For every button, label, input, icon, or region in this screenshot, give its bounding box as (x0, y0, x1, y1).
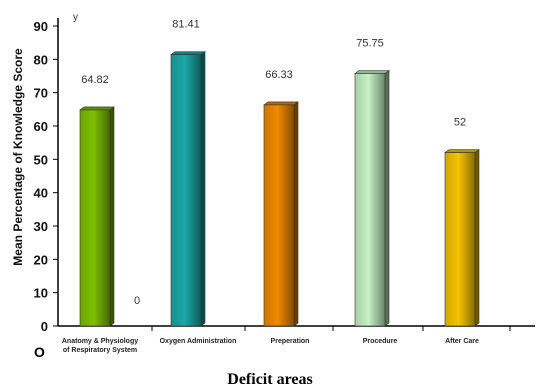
x-tick-label: Preperation (271, 338, 310, 345)
y-tick-label: 20 (34, 252, 48, 267)
y-tick-label: 40 (34, 186, 48, 201)
data-labels: 64.82 0 81.41 66.33 75.75 52 (81, 19, 466, 307)
y-axis-title: Mean Percentage of Knowledge Score (11, 48, 25, 266)
data-label: 64.82 (81, 74, 109, 86)
y-tick-label: 70 (34, 86, 48, 101)
bar-side (293, 101, 299, 327)
bar (170, 51, 206, 327)
bar-top (79, 106, 115, 111)
x-tick-label: Oxygen Administration (160, 338, 237, 345)
bar-front (354, 73, 386, 327)
bar-front (79, 109, 111, 327)
bar-top (444, 149, 480, 153)
bar-side (200, 51, 206, 327)
y-tick-label: 30 (34, 219, 48, 234)
x-tick-label: Anatomy & Physiology of Respiratory Syste… (62, 338, 138, 354)
y-tick-label: 50 (34, 152, 48, 167)
y-axis-ticks: 0 10 20 30 40 50 60 70 80 90 (34, 19, 58, 334)
chart-bars (79, 51, 480, 327)
x-axis-title: Deficit areas (227, 371, 312, 388)
data-label: 0 (134, 295, 140, 307)
bar (263, 101, 299, 327)
bar-top (170, 51, 206, 55)
data-label: 75.75 (356, 38, 384, 50)
y-tick-label: 10 (34, 286, 48, 301)
bar-top (263, 101, 299, 106)
bar-side (474, 149, 480, 327)
bar-front (263, 104, 295, 327)
data-label: 66.33 (265, 69, 293, 81)
bar (444, 149, 480, 327)
y-tick-label: 0 (41, 319, 48, 334)
bar-side (109, 106, 115, 327)
y-tick-label: 90 (34, 19, 48, 34)
y-tick-label: 80 (34, 52, 48, 67)
y-axis-marker: y (73, 12, 78, 23)
bar (79, 106, 115, 327)
x-axis-category-labels: Anatomy & Physiology of Respiratory Syste… (62, 326, 511, 354)
bar (354, 69, 390, 327)
data-label: 52 (454, 117, 466, 129)
bar-front (170, 54, 202, 327)
bar-front (444, 152, 476, 327)
x-tick-label: Procedure (363, 338, 398, 345)
bar-top (354, 70, 390, 74)
bar-side (384, 69, 390, 327)
data-label: 81.41 (172, 19, 200, 31)
origin-marker: O (34, 344, 45, 360)
y-tick-label: 60 (34, 119, 48, 134)
x-tick-label: After Care (445, 338, 479, 345)
